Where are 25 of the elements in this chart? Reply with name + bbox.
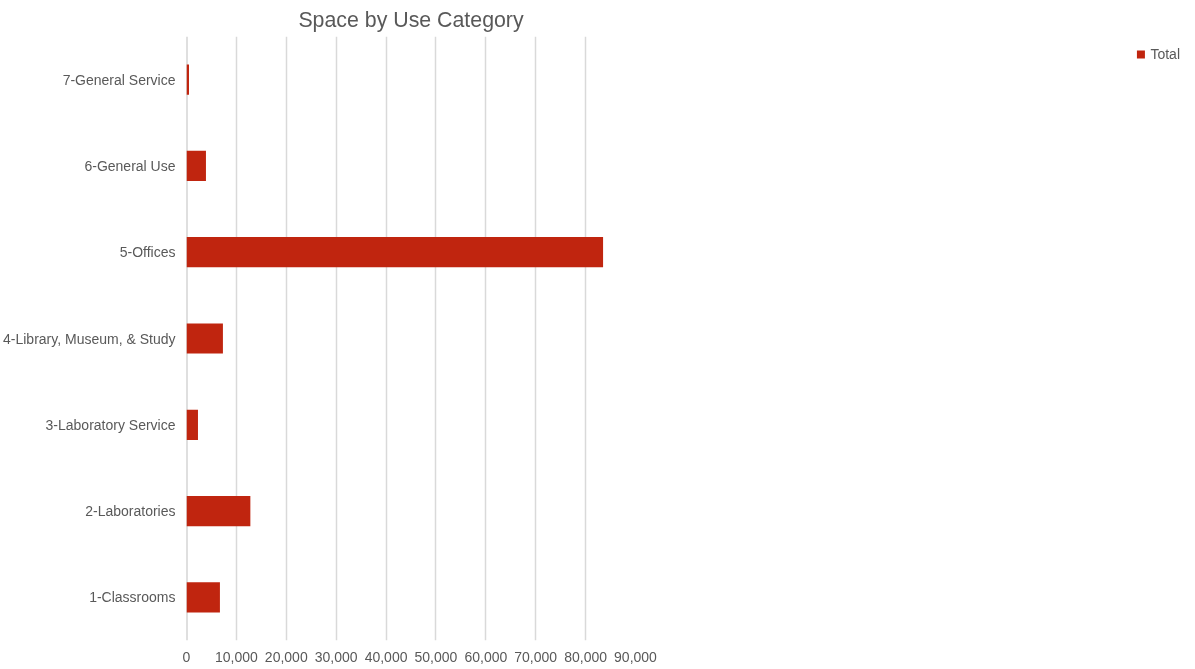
x-tick-label: 30,000 xyxy=(314,648,358,665)
x-tick-label: 60,000 xyxy=(464,648,508,665)
bar xyxy=(186,495,251,527)
x-tick-label: 80,000 xyxy=(564,648,608,665)
x-tick-label: 90,000 xyxy=(614,648,658,665)
bar xyxy=(186,323,223,354)
y-tick-label: 2-Laboratories xyxy=(85,503,176,520)
x-tick-label: 70,000 xyxy=(514,648,558,665)
bar xyxy=(186,409,198,440)
x-tick-label: 20,000 xyxy=(264,648,308,665)
y-tick-label: 4-Library, Museum, & Study xyxy=(3,330,176,347)
legend-label: Total xyxy=(1150,46,1180,62)
y-tick-label: 3-Laboratory Service xyxy=(45,416,176,433)
bar xyxy=(186,237,604,268)
x-tick-label: 0 xyxy=(182,648,191,665)
y-tick-label: 6-General Use xyxy=(84,157,176,174)
bar xyxy=(186,150,206,182)
y-tick-label: 5-Offices xyxy=(119,244,176,261)
x-tick-label: 40,000 xyxy=(364,648,408,665)
x-tick-label: 10,000 xyxy=(214,648,259,665)
y-tick-label: 1-Classrooms xyxy=(89,589,176,606)
chart-title: Space by Use Category xyxy=(298,7,524,32)
y-tick-label: 7-General Service xyxy=(62,71,176,88)
bar xyxy=(186,582,220,613)
x-tick-label: 50,000 xyxy=(414,648,458,665)
